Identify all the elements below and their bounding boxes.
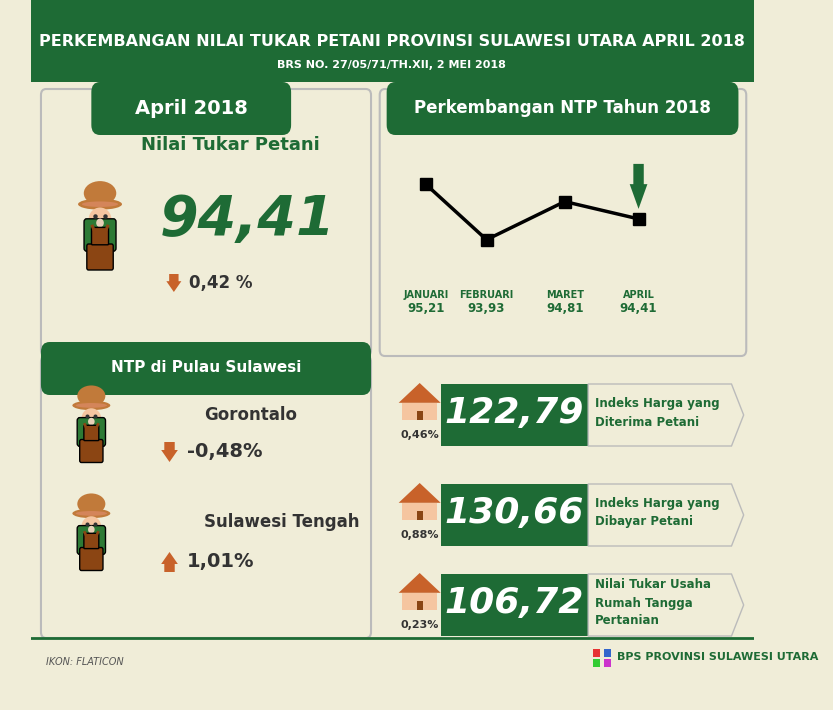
Polygon shape xyxy=(588,384,744,446)
Text: Gorontalo: Gorontalo xyxy=(204,406,297,424)
FancyBboxPatch shape xyxy=(84,533,99,549)
Polygon shape xyxy=(630,164,647,209)
Bar xyxy=(402,403,436,420)
Text: Perkembangan NTP Tahun 2018: Perkembangan NTP Tahun 2018 xyxy=(414,99,711,117)
Polygon shape xyxy=(399,383,441,403)
FancyBboxPatch shape xyxy=(84,425,99,441)
Bar xyxy=(416,510,422,520)
FancyBboxPatch shape xyxy=(80,439,103,462)
Text: FEBRUARI: FEBRUARI xyxy=(460,290,514,300)
Text: 0,23%: 0,23% xyxy=(401,620,439,630)
Text: NTP di Pulau Sulawesi: NTP di Pulau Sulawesi xyxy=(111,361,302,376)
Text: April 2018: April 2018 xyxy=(135,99,247,117)
Bar xyxy=(441,574,588,636)
Text: Sulawesi Tengah: Sulawesi Tengah xyxy=(204,513,360,531)
Polygon shape xyxy=(588,574,744,636)
Bar xyxy=(402,593,436,611)
Text: Nilai Tukar Petani: Nilai Tukar Petani xyxy=(141,136,320,154)
Ellipse shape xyxy=(72,400,110,410)
Text: MARET: MARET xyxy=(546,290,584,300)
Circle shape xyxy=(88,525,95,533)
Text: Indeks Harga yang
Diterima Petani: Indeks Harga yang Diterima Petani xyxy=(595,398,720,429)
FancyBboxPatch shape xyxy=(41,342,371,395)
Text: -0,48%: -0,48% xyxy=(187,442,262,462)
Text: 106,72: 106,72 xyxy=(445,586,584,620)
Polygon shape xyxy=(399,573,441,593)
Polygon shape xyxy=(588,484,744,546)
Bar xyxy=(416,601,422,611)
FancyBboxPatch shape xyxy=(41,356,371,638)
Circle shape xyxy=(96,219,104,227)
Text: 94,81: 94,81 xyxy=(546,302,583,315)
Text: Nilai Tukar Usaha
Rumah Tangga
Pertanian: Nilai Tukar Usaha Rumah Tangga Pertanian xyxy=(595,579,711,628)
Text: 1,01%: 1,01% xyxy=(187,552,254,572)
Text: BPS PROVINSI SULAWESI UTARA: BPS PROVINSI SULAWESI UTARA xyxy=(617,652,818,662)
FancyBboxPatch shape xyxy=(92,82,291,135)
Text: Indeks Harga yang
Dibayar Petani: Indeks Harga yang Dibayar Petani xyxy=(595,498,720,528)
FancyBboxPatch shape xyxy=(92,227,108,245)
Text: 93,93: 93,93 xyxy=(468,302,506,315)
Text: 0,46%: 0,46% xyxy=(401,430,439,440)
Text: PERKEMBANGAN NILAI TUKAR PETANI PROVINSI SULAWESI UTARA APRIL 2018: PERKEMBANGAN NILAI TUKAR PETANI PROVINSI… xyxy=(39,35,745,50)
Bar xyxy=(402,503,436,520)
Text: JANUARI: JANUARI xyxy=(403,290,448,300)
Bar xyxy=(441,484,588,546)
Bar xyxy=(416,410,422,420)
Text: 94,41: 94,41 xyxy=(620,302,657,315)
FancyBboxPatch shape xyxy=(80,547,103,571)
Ellipse shape xyxy=(82,202,118,207)
Text: IKON: FLATICON: IKON: FLATICON xyxy=(46,657,124,667)
Text: 0,88%: 0,88% xyxy=(401,530,439,540)
Ellipse shape xyxy=(76,511,107,515)
FancyBboxPatch shape xyxy=(41,89,371,356)
Bar xyxy=(593,659,601,667)
Circle shape xyxy=(88,417,95,425)
Text: APRIL: APRIL xyxy=(622,290,655,300)
Ellipse shape xyxy=(77,386,105,406)
Ellipse shape xyxy=(82,516,102,537)
Ellipse shape xyxy=(88,207,112,231)
Bar xyxy=(31,0,754,82)
Ellipse shape xyxy=(78,199,122,209)
Bar xyxy=(593,649,601,657)
Polygon shape xyxy=(161,442,178,462)
Text: 94,41: 94,41 xyxy=(160,193,336,247)
FancyBboxPatch shape xyxy=(77,417,106,447)
Text: 122,79: 122,79 xyxy=(445,396,584,430)
Ellipse shape xyxy=(82,408,102,429)
FancyBboxPatch shape xyxy=(87,244,113,270)
Bar xyxy=(604,649,611,657)
FancyBboxPatch shape xyxy=(84,219,116,251)
FancyBboxPatch shape xyxy=(77,525,106,555)
Text: 0,42 %: 0,42 % xyxy=(188,274,252,292)
Polygon shape xyxy=(167,274,182,292)
Ellipse shape xyxy=(84,181,117,205)
Ellipse shape xyxy=(76,403,107,408)
Polygon shape xyxy=(161,552,178,572)
FancyBboxPatch shape xyxy=(380,89,746,356)
Bar xyxy=(604,659,611,667)
Text: 95,21: 95,21 xyxy=(407,302,445,315)
FancyBboxPatch shape xyxy=(387,82,738,135)
Polygon shape xyxy=(399,483,441,503)
Ellipse shape xyxy=(72,508,110,518)
Text: 130,66: 130,66 xyxy=(445,496,584,530)
Text: BRS NO. 27/05/71/TH.XII, 2 MEI 2018: BRS NO. 27/05/71/TH.XII, 2 MEI 2018 xyxy=(277,60,506,70)
Ellipse shape xyxy=(77,493,105,514)
Bar xyxy=(441,384,588,446)
